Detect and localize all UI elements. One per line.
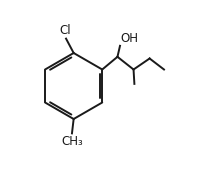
Text: Cl: Cl xyxy=(59,24,71,37)
Text: OH: OH xyxy=(121,32,139,45)
Text: CH₃: CH₃ xyxy=(61,135,83,148)
